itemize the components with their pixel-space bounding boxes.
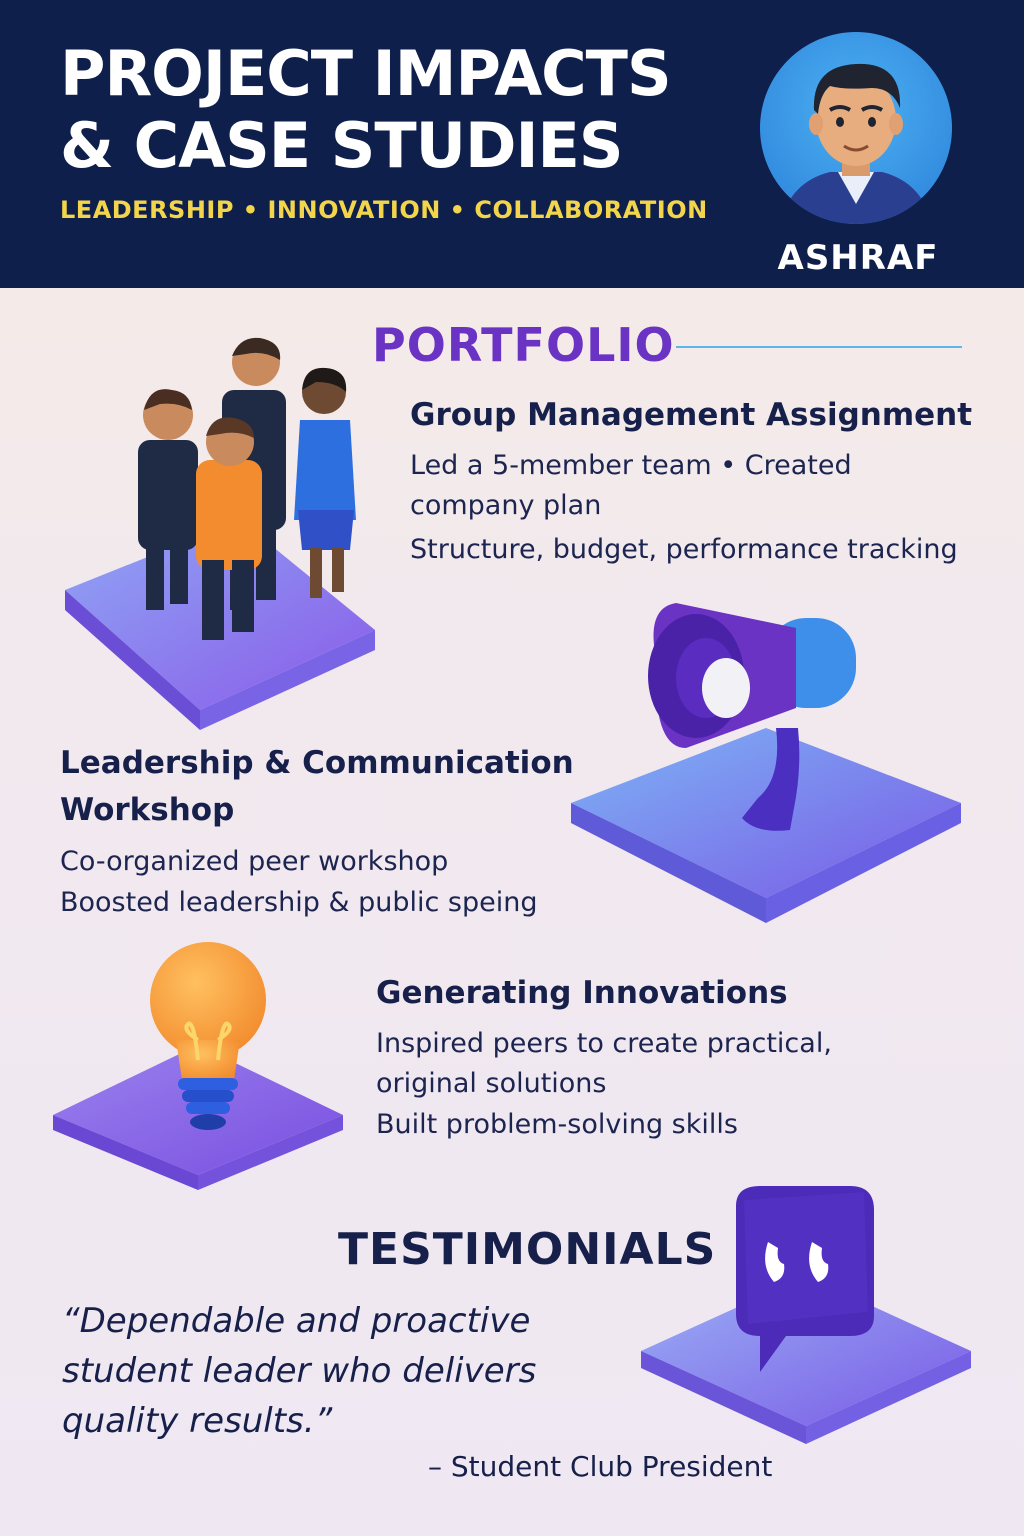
card-line: Structure, budget, performance tracking	[410, 534, 958, 565]
lightbulb-icon	[53, 942, 343, 1190]
quote-bubble-icon	[641, 1186, 971, 1444]
card-line: Co-organized peer workshop	[60, 846, 449, 877]
tagline: LEADERSHIP • INNOVATION • COLLABORATION	[60, 196, 708, 224]
testimonial-attribution: – Student Club President	[428, 1450, 773, 1483]
card-line: Inspired peers to create practical,	[376, 1028, 832, 1059]
avatar-portrait-icon	[780, 63, 932, 224]
page-title: PROJECT IMPACTS & CASE STUDIES	[60, 38, 740, 182]
testimonial-quote: “Dependable and proactive student leader…	[62, 1296, 622, 1446]
card-title-group-management: Group Management Assignment	[410, 397, 973, 433]
title-line-1: PROJECT IMPACTS	[60, 37, 672, 110]
portfolio-heading: PORTFOLIO	[372, 318, 675, 372]
card-title-workshop-line1: Leadership & Communication	[60, 745, 574, 781]
testimonials-heading: TESTIMONIALS	[338, 1224, 717, 1275]
card-line: Boosted leadership & public speing	[60, 887, 538, 918]
title-line-2: & CASE STUDIES	[60, 109, 624, 182]
quote-line: quality results.”	[62, 1401, 333, 1441]
card-title-workshop-line2: Workshop	[60, 792, 235, 828]
header-banner: PROJECT IMPACTS & CASE STUDIES LEADERSHI…	[0, 0, 1024, 288]
card-line: original solutions	[376, 1068, 607, 1099]
card-line: Built problem-solving skills	[376, 1109, 738, 1140]
quote-line: “Dependable and proactive	[62, 1301, 531, 1341]
avatar	[760, 32, 952, 224]
portfolio-divider	[676, 346, 962, 348]
profile-name: ASHRAF	[777, 238, 939, 278]
card-line: company plan	[410, 490, 602, 521]
team-people-icon	[65, 337, 375, 730]
quote-line: student leader who delivers	[62, 1351, 537, 1391]
megaphone-icon	[571, 603, 961, 923]
card-title-innovations: Generating Innovations	[376, 975, 788, 1011]
card-line: Led a 5-member team • Created	[410, 450, 852, 481]
